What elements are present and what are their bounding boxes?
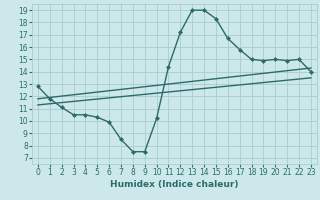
X-axis label: Humidex (Indice chaleur): Humidex (Indice chaleur) xyxy=(110,180,239,189)
